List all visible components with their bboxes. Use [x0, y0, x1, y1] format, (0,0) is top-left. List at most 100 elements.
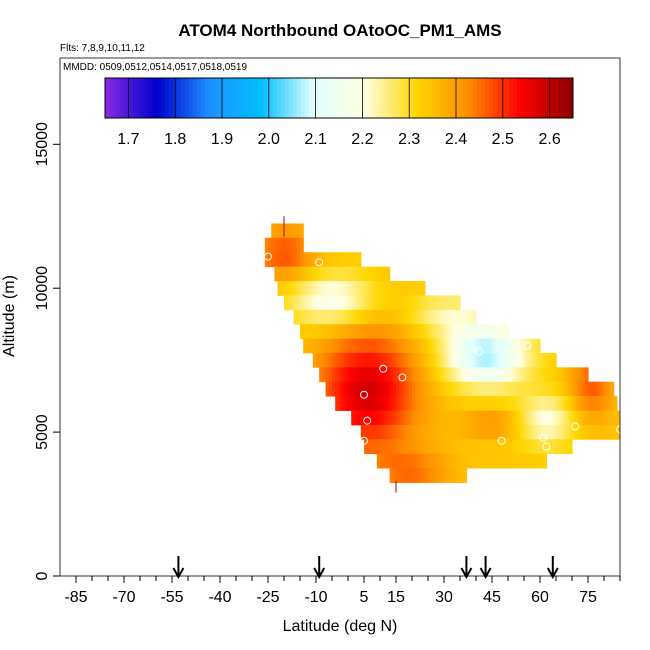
colorbar-segment	[221, 78, 226, 118]
heatmap-cell	[421, 396, 426, 411]
heatmap-cell	[405, 324, 410, 339]
heatmap-cell	[418, 281, 423, 296]
heatmap-cell	[428, 338, 432, 354]
chart-title: ATOM4 Northbound OAtoOC_PM1_AMS	[178, 21, 501, 40]
heatmap-cell	[472, 453, 477, 469]
heatmap-cell	[351, 338, 355, 354]
heatmap-cell	[325, 352, 330, 368]
heatmap-cell	[581, 424, 586, 440]
heatmap-cell	[338, 309, 343, 325]
colorbar-segment	[305, 78, 310, 118]
heatmap-cell	[341, 295, 346, 311]
sample-point	[360, 436, 368, 445]
heatmap-cell	[415, 281, 419, 296]
colorbar-tick-label: 1.8	[164, 131, 186, 148]
colorbar-segment	[529, 78, 534, 118]
heatmap-layer	[325, 381, 615, 397]
heatmap-cell	[344, 324, 349, 339]
heatmap-cell	[588, 396, 592, 411]
heatmap-cell	[572, 410, 576, 426]
heatmap-cell	[376, 396, 381, 411]
heatmap-cell	[402, 309, 407, 325]
heatmap-cell	[613, 410, 618, 426]
heatmap-cell	[460, 367, 464, 383]
heatmap-cell	[591, 410, 595, 426]
heatmap-cell	[280, 281, 285, 296]
heatmap-cell	[373, 281, 378, 296]
colorbar-segment	[557, 78, 562, 118]
heatmap-cell	[501, 324, 506, 339]
heatmap-cell	[287, 295, 291, 311]
heatmap-cell	[364, 266, 368, 282]
heatmap-cell	[562, 381, 567, 397]
heatmap-cell	[575, 424, 579, 440]
heatmap-cell	[511, 439, 515, 455]
heatmap-cell	[370, 396, 375, 411]
colorbar-segment	[317, 78, 322, 118]
heatmap-cell	[453, 309, 458, 325]
heatmap-cell	[447, 453, 451, 469]
heatmap-cell	[293, 295, 298, 311]
heatmap-cell	[360, 295, 365, 311]
heatmap-cell	[520, 338, 525, 354]
heatmap-cell	[389, 281, 394, 296]
heatmap-cell	[389, 424, 394, 440]
heatmap-cell	[370, 295, 375, 311]
heatmap-cell	[479, 453, 483, 469]
heatmap-cell	[584, 396, 589, 411]
heatmap-cell	[520, 439, 525, 455]
colorbar-segment	[165, 78, 170, 118]
heatmap-cell	[482, 381, 487, 397]
heatmap-cell	[447, 352, 451, 368]
y-tick-label: 10000	[34, 266, 51, 311]
heatmap-cell	[364, 352, 368, 368]
heatmap-cell	[501, 338, 506, 354]
heatmap-cell	[412, 338, 416, 354]
heatmap-cell	[514, 367, 519, 383]
heatmap-cell	[514, 352, 519, 368]
heatmap-cell	[344, 367, 349, 383]
heatmap-cell	[380, 410, 384, 426]
heatmap-cell	[552, 367, 557, 383]
heatmap-cell	[325, 266, 330, 282]
heatmap-cell	[418, 324, 423, 339]
colorbar-segment	[425, 78, 430, 118]
sample-point	[542, 416, 551, 425]
heatmap-cell	[319, 352, 323, 368]
heatmap-layer	[303, 338, 541, 354]
heatmap-cell	[482, 338, 487, 354]
heatmap-cell	[447, 309, 451, 325]
heatmap-cell	[616, 410, 620, 426]
heatmap-cell	[524, 338, 528, 354]
colorbar-segment	[565, 78, 570, 118]
heatmap-cell	[376, 439, 381, 455]
colorbar-segment	[469, 78, 474, 118]
heatmap-cell	[495, 338, 499, 354]
colorbar-segment	[129, 78, 134, 118]
heatmap-cell	[460, 439, 464, 455]
heatmap-cell	[408, 281, 413, 296]
heatmap-cell	[399, 309, 403, 325]
heatmap-cell	[530, 453, 535, 469]
heatmap-cell	[338, 352, 343, 368]
heatmap-cell	[476, 453, 480, 469]
heatmap-cell	[520, 367, 525, 383]
heatmap-cell	[492, 338, 496, 354]
heatmap-cell	[338, 367, 343, 383]
flight-arrows	[172, 556, 559, 580]
colorbar-segment	[401, 78, 406, 118]
heatmap-cell	[562, 367, 567, 383]
heatmap-cell	[495, 439, 499, 455]
heatmap-cell	[402, 281, 407, 296]
heatmap-cell	[380, 424, 384, 440]
heatmap-cell	[444, 338, 448, 354]
heatmap-cell	[424, 424, 429, 440]
heatmap-cell	[287, 266, 291, 282]
heatmap-cell	[584, 424, 589, 440]
heatmap-cell	[376, 281, 381, 296]
heatmap-cell	[533, 453, 538, 469]
heatmap-cell	[572, 396, 576, 411]
heatmap-cell	[440, 309, 445, 325]
colorbar-segment	[153, 78, 158, 118]
heatmap-cell	[386, 324, 391, 339]
